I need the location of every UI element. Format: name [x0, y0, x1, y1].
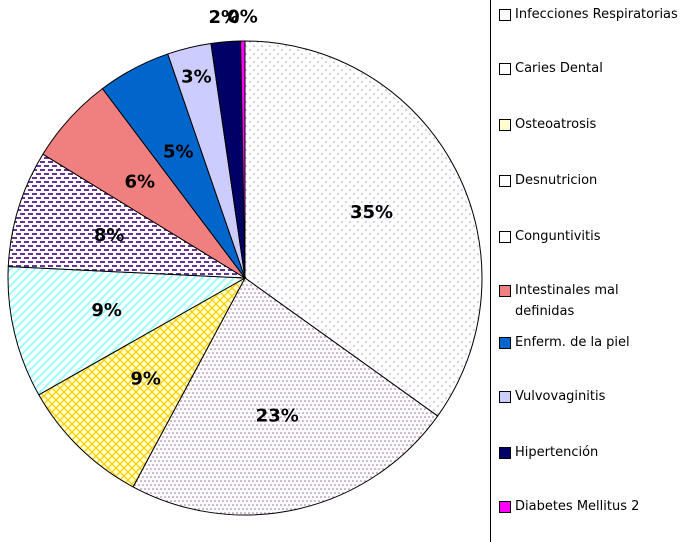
legend-item: Desnutricion — [499, 170, 684, 191]
data-label: 3% — [181, 67, 212, 88]
pie-slice — [244, 40, 483, 417]
legend-swatch — [499, 337, 511, 349]
legend-swatch — [499, 501, 511, 513]
legend-label: Vulvovaginitis — [515, 389, 606, 404]
data-label: 23% — [256, 405, 299, 426]
data-label: 0% — [227, 6, 258, 27]
legend-item: Osteoatrosis — [499, 114, 684, 135]
legend-swatch — [499, 285, 511, 297]
data-label: 8% — [94, 225, 125, 246]
legend-label: Desnutricion — [515, 173, 598, 188]
legend-swatch — [499, 447, 511, 459]
legend-item: Enferm. de la piel — [499, 332, 684, 353]
legend-item: Infecciones Respiratorias — [499, 4, 684, 25]
legend-item: Diabetes Mellitus 2 — [499, 496, 684, 517]
legend-swatch — [499, 231, 511, 243]
legend-item: Caries Dental — [499, 58, 684, 79]
legend-label: Caries Dental — [515, 61, 603, 76]
legend-item: Vulvovaginitis — [499, 386, 684, 407]
data-label: 9% — [91, 300, 122, 321]
data-label: 2% — [209, 7, 240, 28]
legend-label: Intestinales mal definidas — [515, 283, 619, 319]
chart: 35% 23% 9% 9% 8% 6% 5% 3% 2%0% — [7, 6, 483, 516]
legend-swatch — [499, 119, 511, 131]
legend-label: Infecciones Respiratorias — [515, 7, 678, 22]
pie-slice — [7, 265, 247, 396]
data-label: 5% — [163, 141, 194, 162]
legend-label: Osteoatrosis — [515, 117, 597, 132]
legend-item: Conguntivitis — [499, 226, 684, 247]
data-label: 6% — [124, 171, 155, 192]
pie-slice — [240, 40, 246, 279]
legend-swatch — [499, 391, 511, 403]
legend-swatch — [499, 175, 511, 187]
data-label: 35% — [350, 202, 393, 223]
pie-slice — [38, 276, 247, 488]
legend: Infecciones Respiratorias Caries Dental Os… — [490, 0, 689, 542]
legend-item: Intestinales mal definidas — [499, 280, 684, 322]
legend-item: Hipertención — [499, 442, 684, 463]
legend-label: Conguntivitis — [515, 229, 601, 244]
legend-swatch — [499, 63, 511, 75]
legend-swatch — [499, 9, 511, 21]
pie-slice — [7, 153, 246, 279]
legend-label: Hipertención — [515, 445, 599, 460]
legend-label: Enferm. de la piel — [515, 335, 630, 350]
data-label: 9% — [130, 369, 161, 390]
pie-slice — [132, 277, 439, 516]
legend-label: Diabetes Mellitus 2 — [515, 499, 640, 514]
